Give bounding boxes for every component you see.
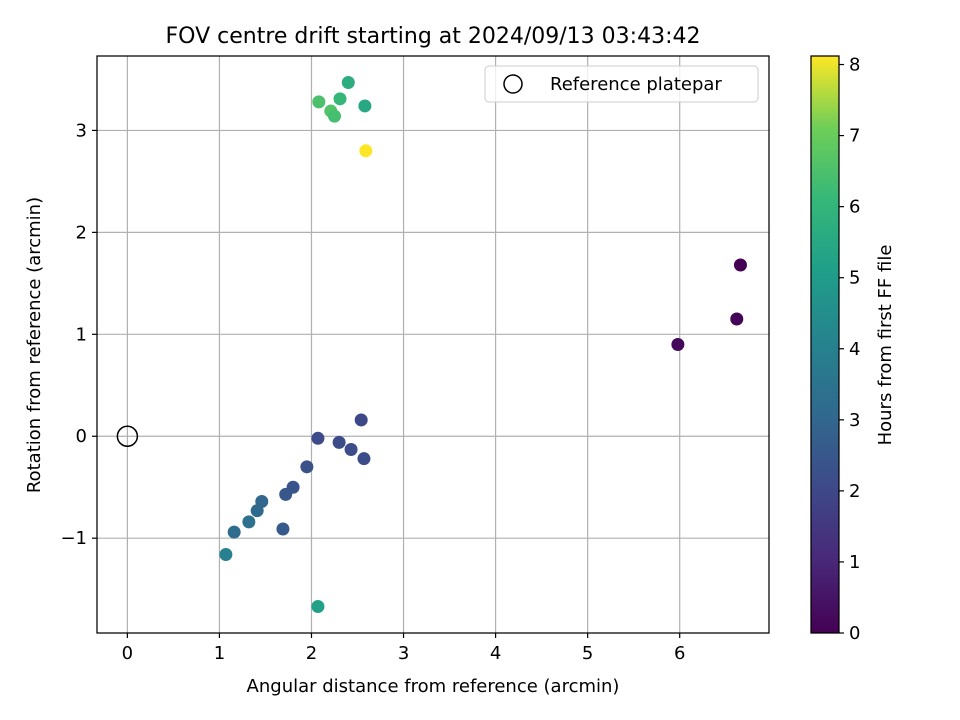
- plot-frame: [96, 55, 770, 634]
- colorbar-tick-label: 0: [849, 623, 860, 644]
- data-point: [357, 452, 371, 466]
- y-tick-label: 3: [76, 120, 87, 141]
- legend-box: [484, 65, 759, 103]
- y-tick-label: 1: [76, 324, 87, 345]
- data-point: [311, 431, 325, 445]
- y-tick-label: −1: [60, 528, 87, 549]
- colorbar-tick-label: 1: [849, 552, 860, 573]
- colorbar-tick-label: 2: [849, 481, 860, 502]
- colorbar-tick-label: 4: [849, 339, 860, 360]
- y-tick-label: 0: [76, 426, 87, 447]
- colorbar-tick-label: 7: [849, 126, 860, 147]
- y-axis-ticks: −1 0 1 2 3: [60, 120, 97, 549]
- colorbar-tick-label: 6: [849, 197, 860, 218]
- x-tick-label: 6: [674, 643, 685, 664]
- data-point: [333, 92, 347, 106]
- colorbar-tick-label: 5: [849, 268, 860, 289]
- x-axis-label: Angular distance from reference (arcmin): [247, 676, 620, 697]
- x-tick-label: 5: [582, 643, 593, 664]
- data-point: [300, 460, 314, 474]
- data-point: [312, 95, 326, 109]
- legend-marker-icon: [503, 74, 523, 94]
- legend-entry: Reference platepar: [550, 74, 722, 95]
- data-point: [219, 548, 233, 562]
- colorbar-tick-label: 8: [849, 55, 860, 76]
- x-tick-label: 4: [490, 643, 501, 664]
- y-axis-label: Rotation from reference (arcmin): [24, 197, 45, 493]
- x-tick-label: 0: [122, 643, 133, 664]
- colorbar: 0 1 2 3 4 5 6 7 8 Hours from first FF file: [810, 55, 896, 644]
- chart-title: FOV centre drift starting at 2024/09/13 …: [166, 24, 701, 49]
- x-axis-ticks: 0 1 2 3 4 5 6: [122, 633, 685, 664]
- reference-point-marker: [116, 425, 139, 447]
- data-point: [227, 525, 241, 539]
- x-tick-label: 1: [214, 643, 225, 664]
- x-tick-label: 3: [398, 643, 409, 664]
- data-point: [733, 258, 747, 272]
- colorbar-frame: [810, 55, 840, 634]
- data-point: [276, 522, 290, 536]
- colorbar-tick-label: 3: [849, 410, 860, 431]
- data-point: [671, 338, 685, 351]
- x-tick-label: 2: [306, 643, 317, 664]
- data-point: [341, 76, 355, 90]
- data-point: [354, 413, 368, 427]
- data-point: [311, 599, 325, 613]
- colorbar-gradient: [811, 56, 839, 633]
- data-point: [328, 109, 342, 123]
- data-point: [730, 312, 744, 326]
- data-point: [279, 487, 293, 501]
- data-point: [359, 144, 373, 158]
- data-point: [242, 515, 256, 529]
- data-point: [344, 443, 358, 457]
- y-tick-label: 2: [76, 222, 87, 243]
- data-points: [116, 76, 747, 613]
- grid: [97, 56, 769, 633]
- data-point: [332, 435, 346, 449]
- data-point: [250, 504, 264, 518]
- data-point: [358, 99, 372, 113]
- legend: Reference platepar: [484, 65, 759, 103]
- colorbar-ticks: 0 1 2 3 4 5 6 7 8: [839, 55, 860, 644]
- colorbar-label: Hours from first FF file: [875, 245, 896, 446]
